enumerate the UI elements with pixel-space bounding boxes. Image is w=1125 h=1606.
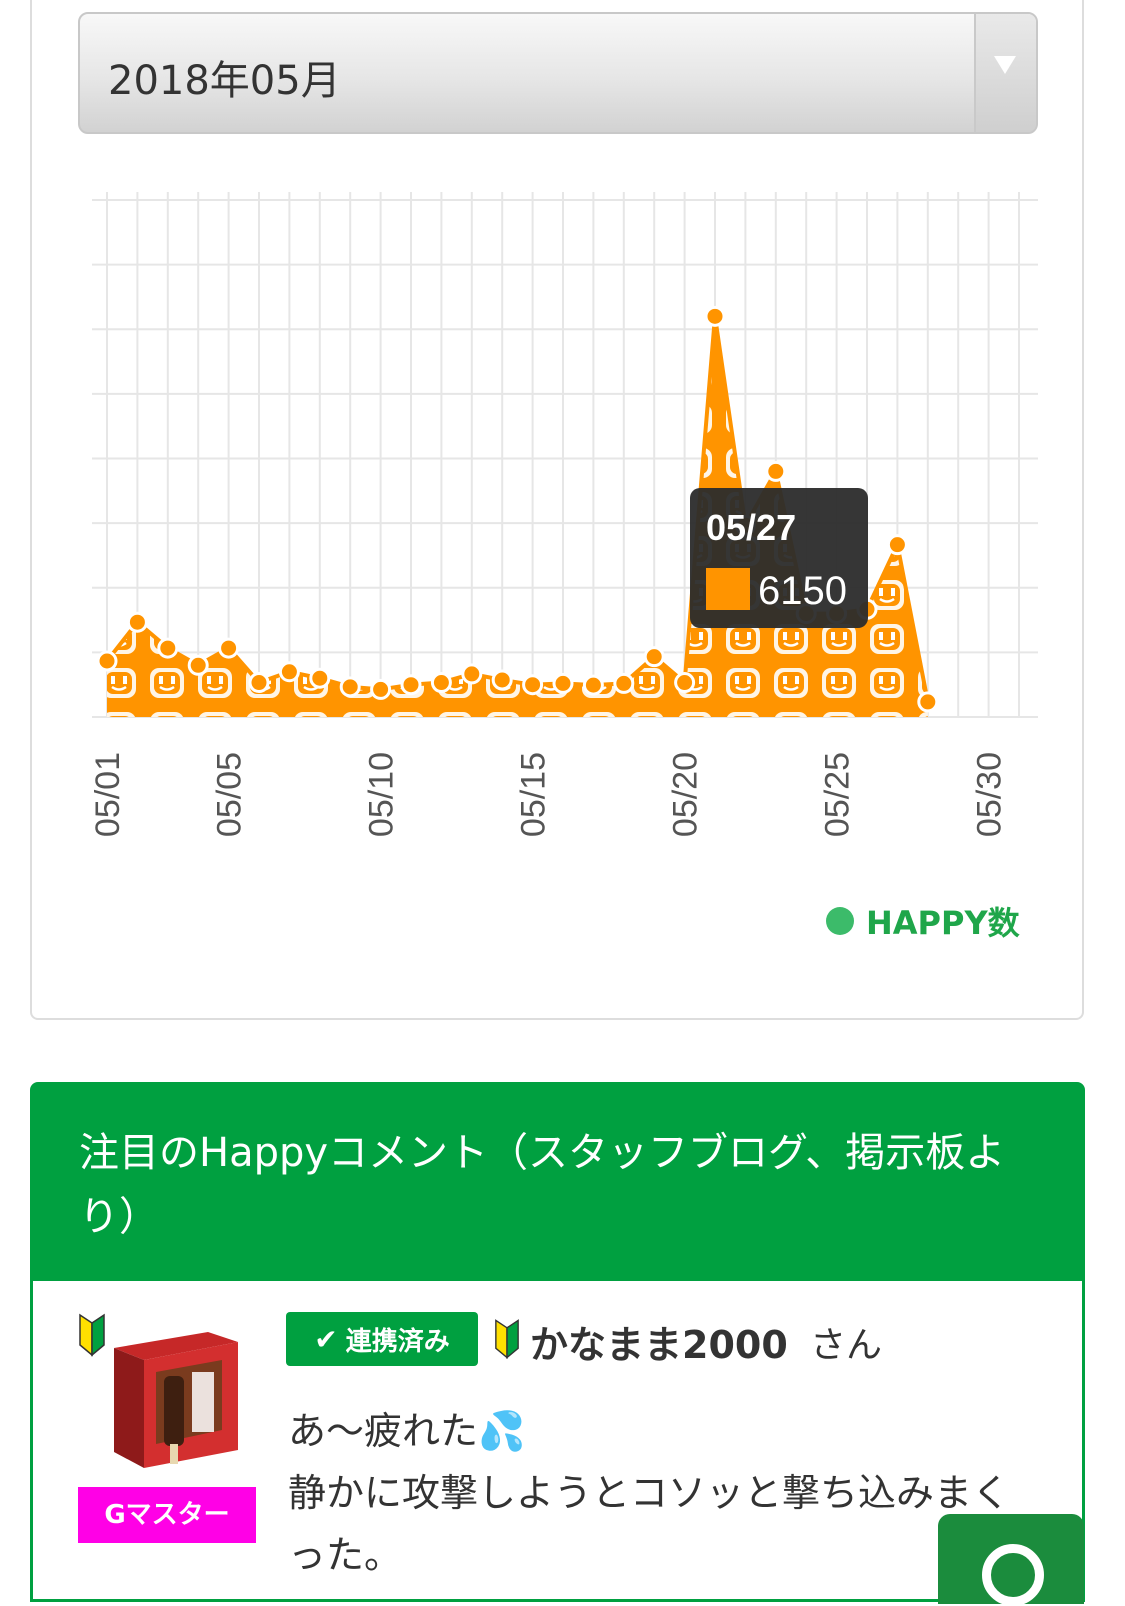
comment-line: った。 [288,1533,403,1577]
comment-line: 静かに攻撃しようとコソッと撃ち込みまく [288,1471,1011,1515]
x-tick-label: 05/10 [363,752,401,837]
x-axis-ticks: 05/01 05/05 05/10 05/15 05/20 05/25 05/30 [89,752,1009,837]
chart-grid [92,192,1038,718]
data-point[interactable] [643,646,665,668]
linked-badge: ✔ 連携済み [286,1312,478,1366]
check-icon: ✔ [314,1322,338,1356]
legend-label: HAPPY数 [866,904,1020,942]
tooltip-date: 05/27 [706,507,796,548]
data-point[interactable] [613,672,635,694]
x-tick-label: 05/25 [819,752,857,837]
happy-chart-card [30,0,1084,1020]
data-point[interactable] [157,637,179,659]
beginner-mark-icon [79,1313,105,1357]
happy-count-chart: 05/01 05/05 05/10 05/15 05/20 05/25 05/30 05/2… [89,192,1038,837]
comment-text: あ〜疲れた💦 静かに攻撃しようとコソッと撃ち込みまく った。 [288,1400,1048,1586]
tooltip-value: 6150 [758,569,847,613]
chart-tooltip: 05/27 6150 [690,488,868,628]
search-icon [982,1544,1044,1606]
data-point[interactable] [886,534,908,556]
section-title: 注目のHappyコメント（スタッフブログ、掲示板より） [79,1130,1006,1240]
x-tick-label: 05/30 [971,752,1009,837]
data-point[interactable] [218,637,240,659]
data-point[interactable] [400,674,422,696]
section-header: 注目のHappyコメント（スタッフブログ、掲示板より） [33,1085,1082,1281]
beginner-mark-icon [495,1319,519,1360]
chart-legend: HAPPY数 [826,898,1020,944]
user-avatar[interactable] [104,1310,244,1480]
tooltip-swatch [706,568,750,610]
data-point[interactable] [96,650,118,672]
data-point[interactable] [248,672,270,694]
data-point[interactable] [917,691,939,713]
month-select[interactable]: 2018年05月 [78,12,1038,134]
username-link[interactable]: かなまま2000 [530,1323,788,1367]
honorific: さん [810,1325,883,1366]
data-point[interactable] [339,676,361,698]
data-point[interactable] [674,672,696,694]
data-point[interactable] [582,674,604,696]
linked-badge-label: 連携済み [345,1326,450,1357]
x-tick-label: 05/01 [89,752,127,837]
data-point[interactable] [187,654,209,676]
month-select-value: 2018年05月 [108,58,341,104]
data-point[interactable] [491,669,513,691]
data-point[interactable] [309,667,331,689]
data-point[interactable] [704,305,726,327]
data-point[interactable] [430,672,452,694]
search-button[interactable] [938,1514,1084,1606]
comment-line: あ〜疲れた💦 [288,1409,526,1453]
data-point[interactable] [765,460,787,482]
data-point[interactable] [126,611,148,633]
data-point[interactable] [552,672,574,694]
data-point[interactable] [370,678,392,700]
data-point[interactable] [278,661,300,683]
data-point[interactable] [461,663,483,685]
dropdown-arrow-icon[interactable] [974,14,1036,132]
data-point[interactable] [522,674,544,696]
happy-comments-section: 注目のHappyコメント（スタッフブログ、掲示板より） [30,1082,1085,1602]
x-tick-label: 05/15 [515,752,553,837]
x-tick-label: 05/20 [667,752,705,837]
legend-dot-icon [826,907,854,935]
x-tick-label: 05/05 [211,752,249,837]
rank-badge: Gマスター [78,1487,256,1543]
